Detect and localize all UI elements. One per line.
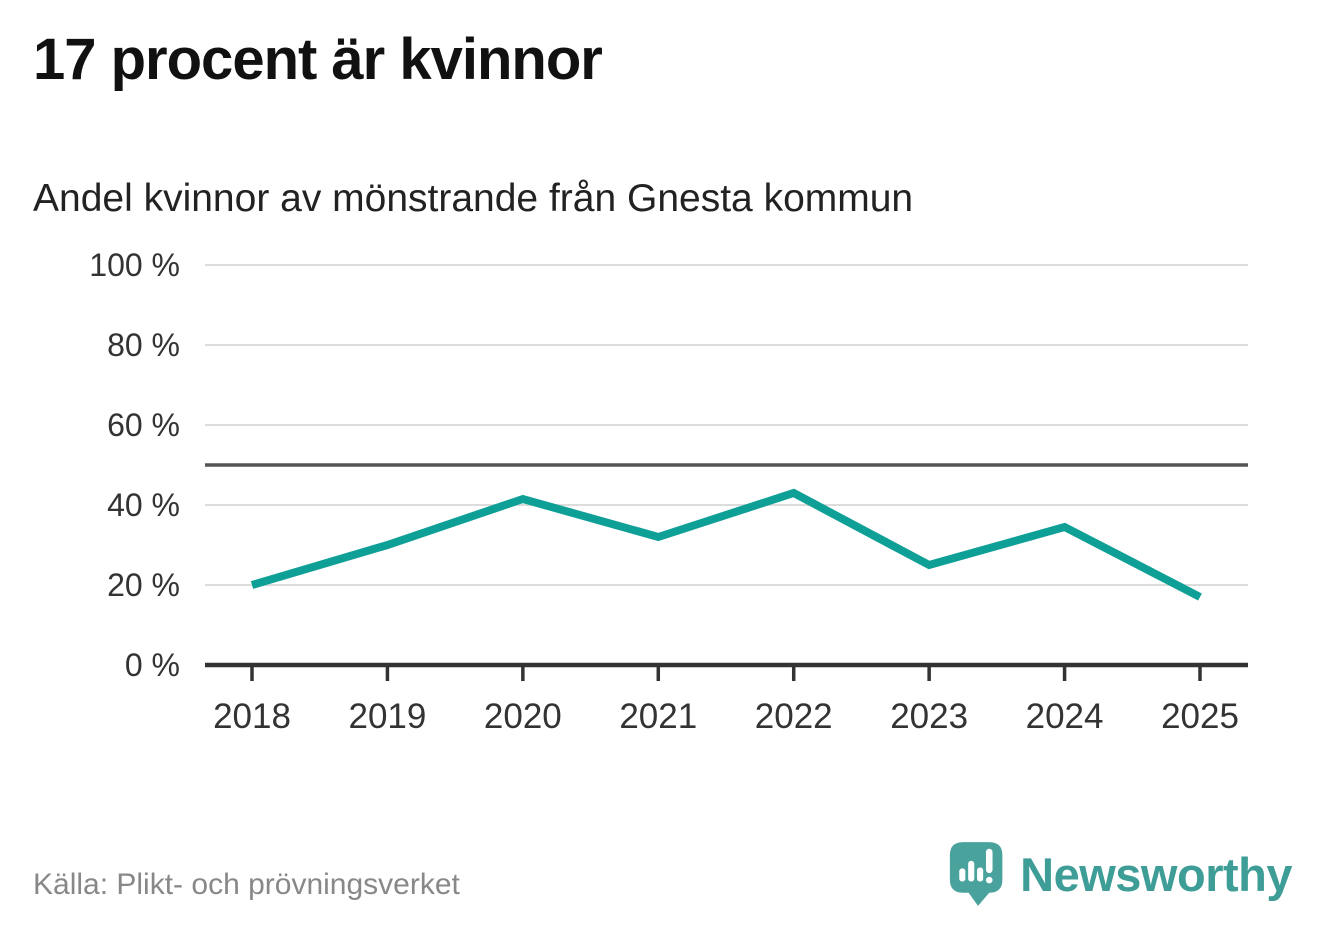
data-series-line bbox=[250, 488, 1202, 601]
x-tick-label: 2023 bbox=[890, 697, 968, 736]
x-tick-label: 2021 bbox=[619, 697, 697, 736]
source-note: Källa: Plikt- och prövningsverket bbox=[33, 868, 460, 901]
x-tick-label: 2024 bbox=[1026, 697, 1104, 736]
x-tick-label: 2020 bbox=[484, 697, 562, 736]
x-tick-label: 2025 bbox=[1161, 697, 1239, 736]
y-tick-label: 0 % bbox=[125, 647, 180, 683]
line-chart: 100 % 80 % 60 % 40 % 20 % 0 % 2018 2019 2020 2021… bbox=[89, 247, 1248, 736]
newsworthy-wordmark: Newsworthy bbox=[1020, 847, 1292, 901]
y-tick-label: 80 % bbox=[107, 327, 180, 363]
chart-title: 17 procent är kvinnor bbox=[33, 27, 603, 92]
y-tick-label: 20 % bbox=[107, 567, 180, 603]
x-tick-label: 2018 bbox=[213, 697, 291, 736]
x-tick-label: 2022 bbox=[755, 697, 833, 736]
chart-subtitle: Andel kvinnor av mönstrande från Gnesta … bbox=[33, 177, 914, 220]
y-tick-label: 40 % bbox=[107, 487, 180, 523]
newsworthy-logo: Newsworthy bbox=[948, 838, 1292, 910]
y-tick-label: 100 % bbox=[89, 247, 180, 283]
newsworthy-logo-icon bbox=[950, 842, 1003, 906]
y-tick-label: 60 % bbox=[107, 407, 180, 443]
x-tick-label: 2019 bbox=[348, 697, 426, 736]
